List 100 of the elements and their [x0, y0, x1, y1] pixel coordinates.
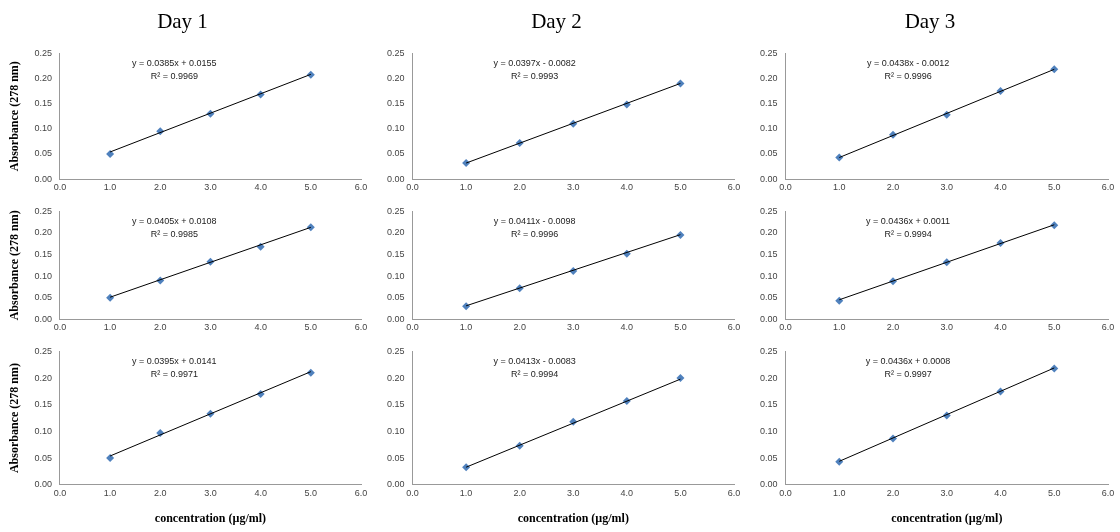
- y-tick-label: 0.15: [759, 249, 778, 259]
- y-tick-label: 0.05: [386, 452, 405, 463]
- y-tick-label: 0.25: [386, 47, 405, 58]
- annotation: y = 0.0438x - 0.0012: [866, 57, 950, 68]
- y-tick-label: 0.25: [34, 205, 52, 216]
- y-tick-label: 0.05: [759, 148, 778, 159]
- x-tick-label: 1.0: [103, 182, 117, 193]
- x-tick-label: 0.0: [53, 322, 67, 333]
- y-tick-label: 0.05: [386, 292, 405, 303]
- x-tick-label: 2.0: [886, 182, 900, 193]
- annotation: y = 0.0385x + 0.0155: [132, 57, 217, 68]
- point: [106, 150, 115, 158]
- annotation: y = 0.0395x + 0.0141: [132, 355, 217, 366]
- y-tick-label: 0.00: [386, 313, 405, 324]
- annotation: y = 0.0411x - 0.0098: [493, 215, 576, 226]
- x-tick-label: 6.0: [354, 322, 368, 333]
- x-axis-title: concentration (µg/ml): [154, 510, 267, 525]
- y-tick-label: 0.00: [34, 173, 52, 184]
- y-tick-label: 0.05: [34, 452, 52, 463]
- x-tick-label: 3.0: [940, 322, 954, 333]
- x-tick-label: 4.0: [254, 322, 267, 333]
- y-tick-label: 0.10: [34, 270, 52, 281]
- annotation: R² = 0.9985: [150, 228, 198, 239]
- x-tick-label: 3.0: [204, 322, 217, 333]
- x-tick-label: 6.0: [1101, 182, 1115, 193]
- y-tick-label: 0.10: [34, 123, 52, 134]
- y-tick-label: 0.10: [759, 123, 778, 134]
- x-axis-title: concentration (µg/ml): [517, 510, 629, 525]
- y-tick-label: 0.20: [386, 72, 405, 83]
- x-tick-label: 3.0: [204, 487, 217, 498]
- x-tick-label: 6.0: [727, 487, 741, 498]
- y-tick-label: 0.20: [386, 372, 405, 383]
- y-tick-label: 0.10: [759, 270, 778, 281]
- y-tick-label: 0.15: [386, 98, 405, 109]
- x-tick-label: 1.0: [459, 182, 473, 193]
- y-tick-label: 0.10: [386, 123, 405, 134]
- x-tick-label: 2.0: [154, 322, 167, 333]
- annotation: R² = 0.9996: [884, 70, 932, 81]
- x-tick-label: 5.0: [304, 487, 318, 498]
- x-tick-label: 6.0: [1101, 487, 1115, 498]
- y-tick-label: 0.05: [759, 292, 778, 303]
- x-tick-label: 5.0: [304, 322, 318, 333]
- point: [835, 296, 844, 305]
- annotation: R² = 0.9997: [884, 368, 932, 379]
- y-tick-label: 0.10: [386, 270, 405, 281]
- x-tick-label: 0.0: [779, 322, 792, 333]
- x-tick-label: 3.0: [567, 182, 580, 193]
- x-tick-label: 4.0: [254, 487, 267, 498]
- x-tick-label: 3.0: [204, 182, 217, 193]
- y-tick-label: 0.25: [34, 47, 52, 58]
- x-tick-label: 6.0: [354, 487, 368, 498]
- x-tick-label: 6.0: [727, 182, 741, 193]
- point: [462, 302, 471, 311]
- y-tick-label: 0.20: [759, 227, 778, 238]
- y-tick-label: 0.10: [34, 425, 52, 436]
- x-tick-label: 3.0: [940, 487, 954, 498]
- annotation: R² = 0.9971: [150, 368, 198, 379]
- x-tick-label: 0.0: [53, 182, 67, 193]
- x-tick-label: 4.0: [994, 182, 1007, 193]
- annotation: y = 0.0405x + 0.0108: [132, 215, 217, 226]
- y-tick-label: 0.15: [386, 249, 405, 259]
- y-tick-label: 0.05: [34, 148, 52, 159]
- y-axis-title: Absorbance (278 nm): [7, 210, 22, 321]
- x-tick-label: 2.0: [513, 487, 526, 498]
- y-tick-label: 0.25: [386, 205, 405, 216]
- y-tick-label: 0.20: [759, 372, 778, 383]
- annotation: y = 0.0436x + 0.0011: [866, 215, 951, 226]
- x-tick-label: 0.0: [406, 322, 419, 333]
- y-tick-label: 0.15: [34, 249, 52, 259]
- x-tick-label: 0.0: [779, 182, 792, 193]
- y-tick-label: 0.20: [759, 72, 778, 83]
- x-tick-label: 5.0: [304, 182, 318, 193]
- y-tick-label: 0.20: [34, 227, 52, 238]
- y-tick-label: 0.00: [34, 479, 52, 490]
- y-tick-label: 0.05: [34, 292, 52, 303]
- x-tick-label: 2.0: [154, 182, 167, 193]
- x-tick-label: 3.0: [940, 182, 954, 193]
- annotation: R² = 0.9996: [511, 228, 559, 239]
- y-axis-title: Absorbance (278 nm): [7, 61, 22, 172]
- x-tick-label: 1.0: [459, 487, 473, 498]
- x-tick-label: 4.0: [620, 182, 634, 193]
- y-tick-label: 0.15: [759, 98, 778, 109]
- y-tick-label: 0.00: [386, 173, 405, 184]
- annotation: R² = 0.9993: [511, 70, 559, 81]
- chart-title: Day 2: [531, 9, 582, 34]
- y-tick-label: 0.25: [759, 47, 778, 58]
- chart-title: Day 1: [157, 9, 208, 34]
- x-tick-label: 4.0: [620, 487, 634, 498]
- y-tick-label: 0.25: [34, 345, 52, 356]
- y-tick-label: 0.00: [759, 479, 778, 490]
- y-tick-label: 0.05: [759, 452, 778, 463]
- y-tick-label: 0.20: [386, 227, 405, 238]
- x-tick-label: 2.0: [154, 487, 167, 498]
- x-tick-label: 1.0: [833, 182, 846, 193]
- x-tick-label: 5.0: [1047, 487, 1061, 498]
- x-tick-label: 6.0: [727, 322, 741, 333]
- y-tick-label: 0.10: [386, 425, 405, 436]
- y-tick-label: 0.20: [34, 372, 52, 383]
- x-tick-label: 3.0: [567, 322, 580, 333]
- x-tick-label: 2.0: [513, 182, 526, 193]
